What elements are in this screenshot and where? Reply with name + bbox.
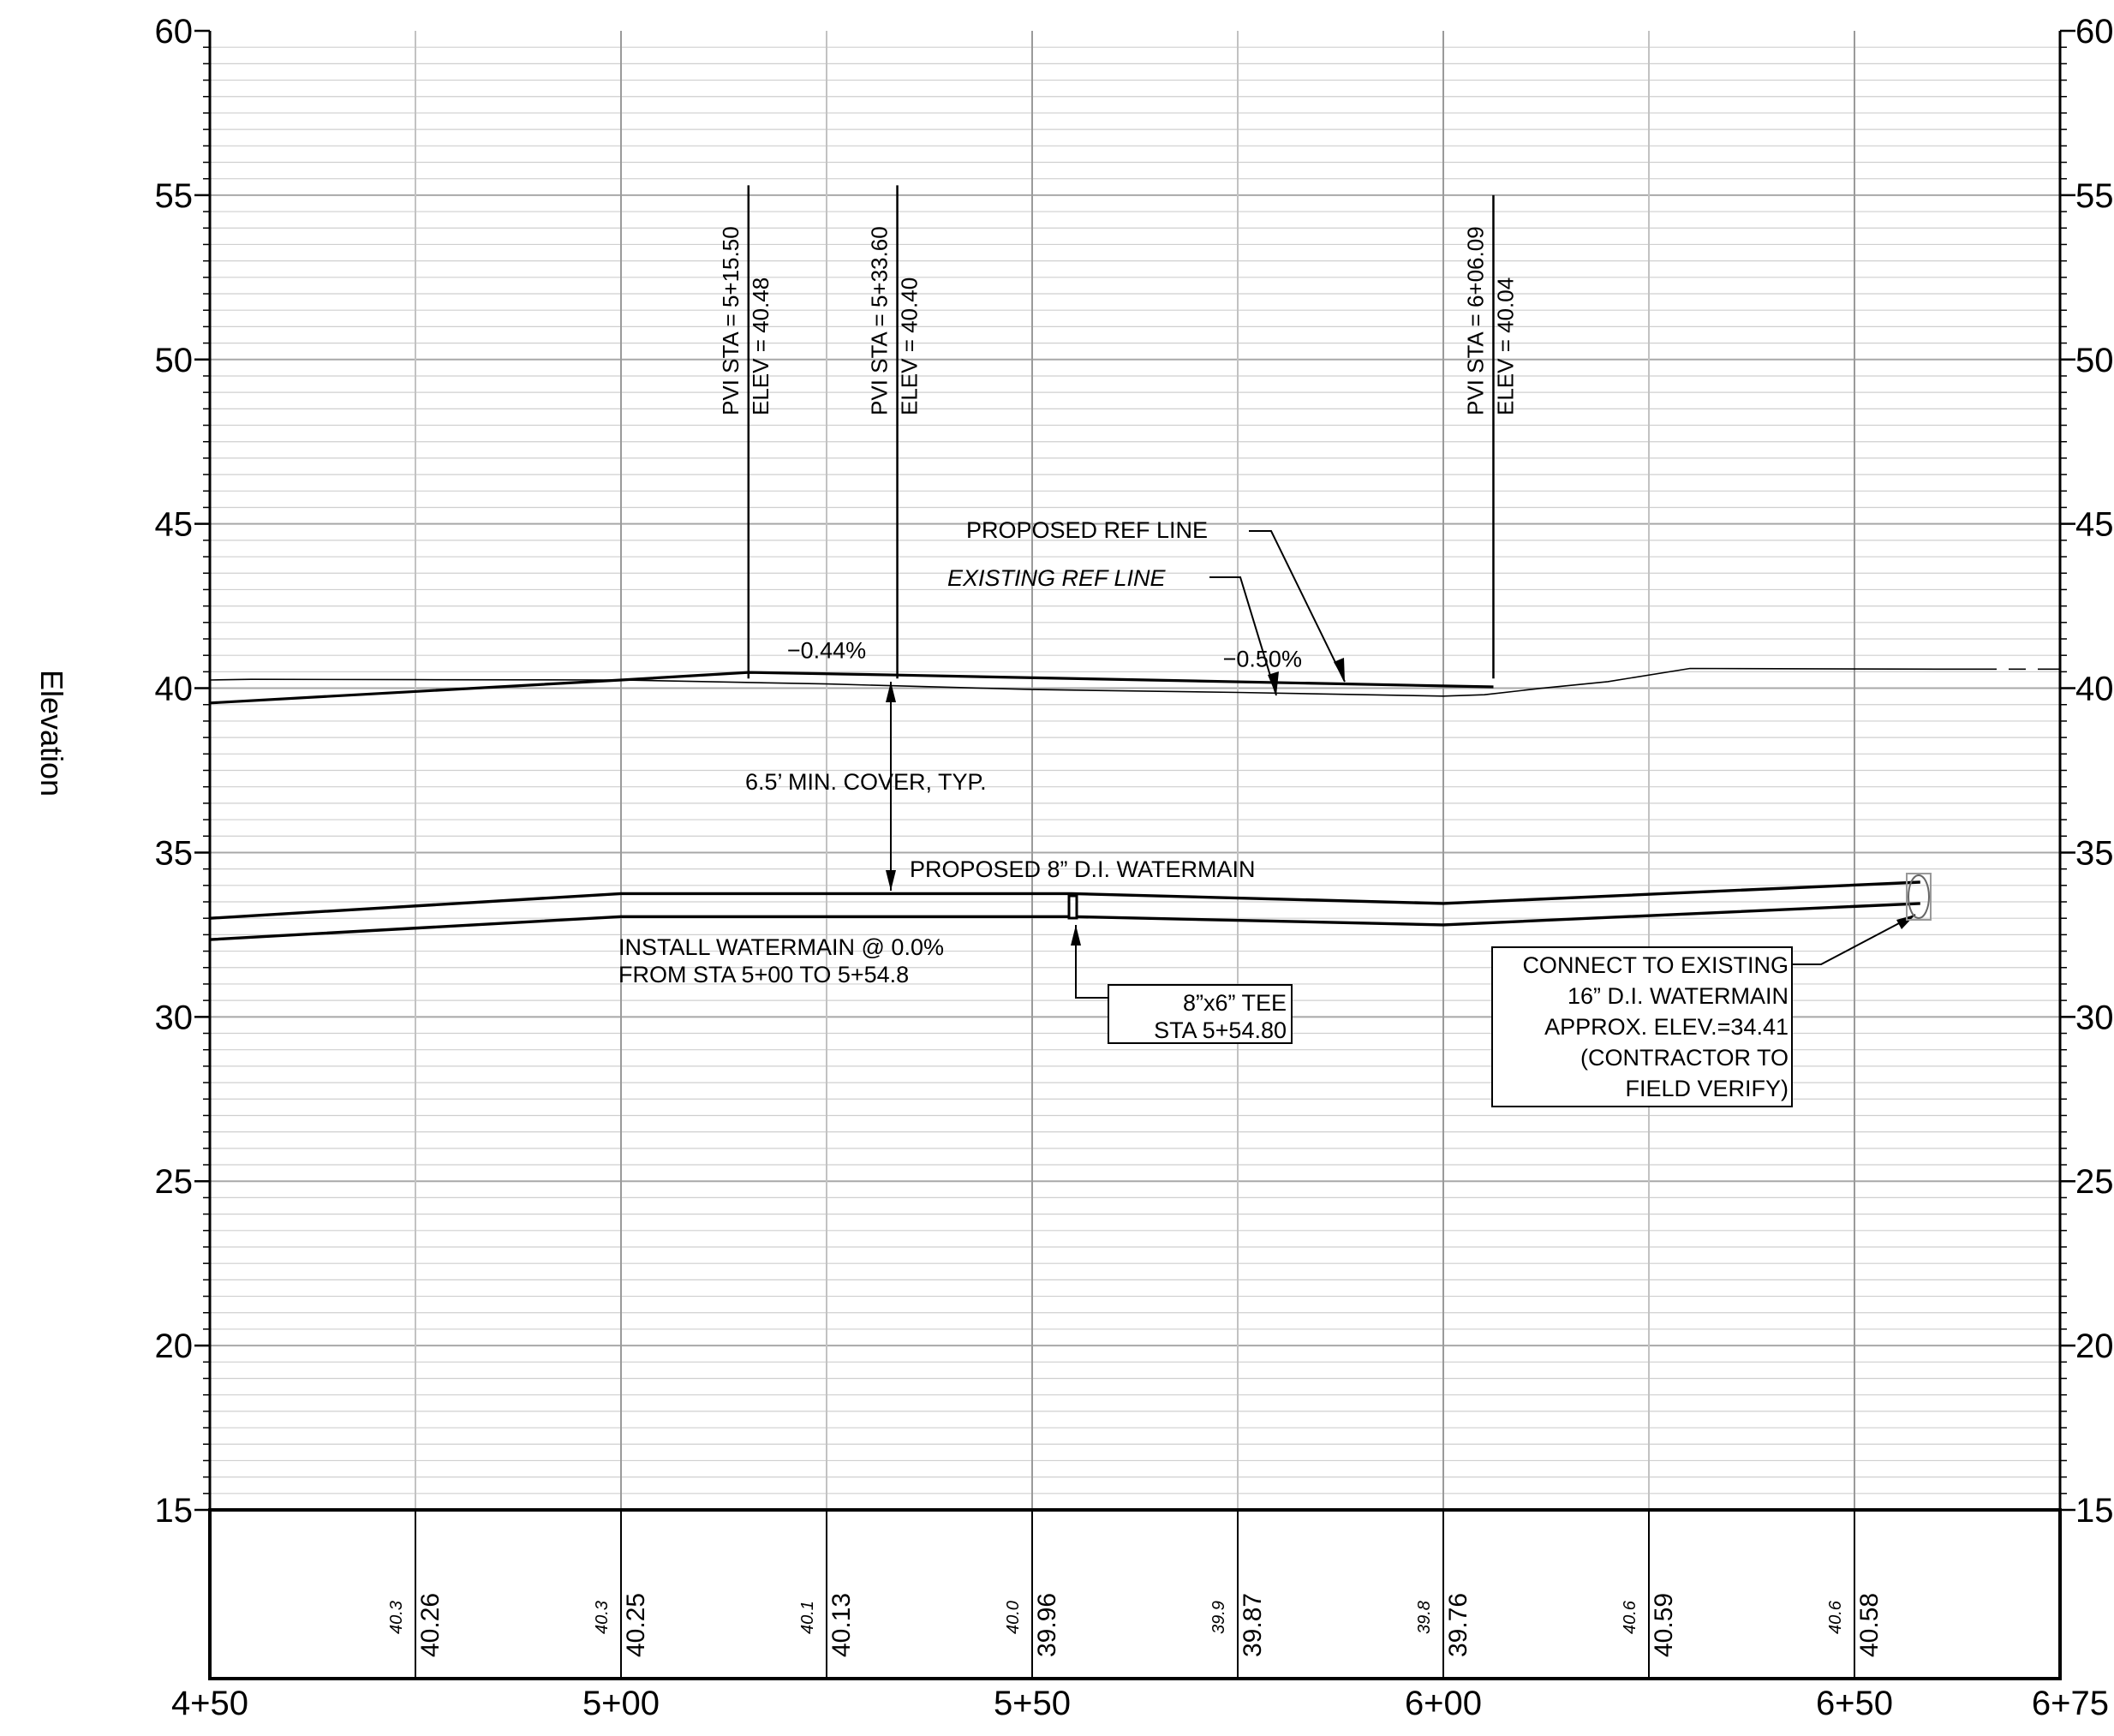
pvi-elevation-text: ELEV = 40.48	[748, 277, 773, 415]
watermain-top-line	[209, 880, 1920, 920]
pvi-station-text: PVI STA = 6+06.09	[1462, 226, 1488, 415]
existing-grade-line	[209, 667, 1938, 697]
connect-line1: CONNECT TO EXISTING	[1522, 952, 1789, 978]
tee-arrowhead	[1071, 925, 1081, 946]
connect-line5: FIELD VERIFY)	[1625, 1076, 1789, 1101]
leaders	[890, 530, 1916, 999]
y-tick-label-right: 45	[2075, 506, 2114, 544]
y-tick-label-left: 40	[155, 671, 194, 708]
x-tick-label: 6+50	[1816, 1685, 1893, 1722]
connect-line4: (CONTRACTOR TO	[1580, 1045, 1789, 1071]
watermain-bottom-line	[209, 902, 1920, 941]
connect-callout: CONNECT TO EXISTING 16” D.I. WATERMAIN A…	[1491, 946, 1793, 1107]
existing-ref-leader	[1209, 576, 1277, 696]
min-cover-label: 6.5’ MIN. COVER, TYP.	[745, 769, 987, 795]
connect-leader	[1792, 914, 1916, 965]
y-tick-label-left: 55	[155, 177, 194, 215]
tee-fitting	[1067, 894, 1078, 920]
elevation-table: 40.3 40.26 40.3 40.25 40.1 40.13 40.0 39.96 39.9…	[208, 1508, 2062, 1680]
x-tick-label: 4+50	[171, 1685, 248, 1722]
proposed-ref-leader	[1249, 530, 1346, 683]
proposed-elevation: 39.87	[1239, 1593, 1267, 1657]
existing-elevation: 40.6	[1621, 1600, 1639, 1634]
tee-box	[1108, 984, 1293, 1044]
y-tick-label-right: 25	[2075, 1163, 2114, 1201]
y-axis-label: Elevation	[34, 670, 69, 796]
proposed-elevation: 40.13	[827, 1593, 856, 1657]
profile-lines	[209, 667, 2060, 941]
y-tick-label-right: 20	[2075, 1327, 2114, 1365]
proposed-elevation: 40.58	[1855, 1593, 1884, 1657]
install-note-line2: FROM STA 5+00 TO 5+54.8	[618, 962, 909, 987]
pvi-station-text: PVI STA = 5+33.60	[867, 226, 893, 415]
y-tick-label-right: 60	[2075, 13, 2114, 51]
existing-elevation: 40.3	[387, 1601, 406, 1634]
tee-leader	[1075, 925, 1108, 999]
table-frame	[208, 1508, 2062, 1680]
pvi-elevation-text: ELEV = 40.04	[1492, 277, 1518, 415]
x-tick-label: 5+50	[994, 1685, 1071, 1722]
proposed-ref-line-label: PROPOSED REF LINE	[966, 517, 1208, 543]
proposed-elevation: 39.96	[1033, 1593, 1061, 1657]
grade-label: −0.44%	[787, 638, 866, 664]
existing-elevation: 40.3	[593, 1601, 612, 1634]
y-tick-label-left: 60	[155, 13, 194, 51]
x-tick-label: 5+00	[582, 1685, 660, 1722]
install-note-line1: INSTALL WATERMAIN @ 0.0%	[618, 934, 944, 960]
y-tick-label-right: 30	[2075, 999, 2114, 1036]
proposed-elevation: 40.26	[416, 1593, 445, 1657]
y-tick-label-left: 50	[155, 342, 194, 379]
y-tick-label-right: 40	[2075, 671, 2114, 708]
pvi-elevation-text: ELEV = 40.40	[897, 277, 923, 415]
existing-elevation: 39.9	[1209, 1601, 1228, 1634]
existing-elevation: 40.6	[1826, 1600, 1845, 1634]
proposed-elevation: 40.59	[1650, 1593, 1678, 1657]
y-tick-label-right: 55	[2075, 177, 2114, 215]
tee-callout: 8”x6” TEE STA 5+54.80	[1108, 984, 1293, 1044]
existing-watermain-connection	[1906, 873, 1932, 921]
proposed-elevation: 39.76	[1444, 1593, 1472, 1657]
annotations: PVI STA = 5+15.50 ELEV = 40.48 PVI STA = 5…	[718, 185, 1518, 679]
x-tick-label: 6+75	[2032, 1685, 2109, 1722]
pvi-station-text: PVI STA = 5+15.50	[718, 226, 743, 415]
y-tick-label-left: 15	[155, 1492, 194, 1530]
y-tick-label-left: 35	[155, 834, 194, 872]
existing-ref-arrowhead	[1268, 671, 1279, 695]
tee-line2: STA 5+54.80	[1154, 1017, 1287, 1043]
connect-line3: APPROX. ELEV.=34.41	[1544, 1014, 1789, 1040]
y-tick-label-left: 20	[155, 1327, 194, 1365]
connect-line2: 16” D.I. WATERMAIN	[1568, 983, 1789, 1009]
watermain-label: PROPOSED 8” D.I. WATERMAIN	[910, 856, 1256, 882]
connect-arrowhead	[1896, 915, 1915, 929]
connect-box	[1491, 946, 1793, 1107]
arrowheads	[886, 658, 1915, 946]
y-tick-label-left: 30	[155, 999, 194, 1036]
connection-pipe-end	[1908, 874, 1930, 919]
x-tick-label: 6+00	[1405, 1685, 1482, 1722]
y-tick-label-left: 45	[155, 506, 194, 544]
y-tick-label-left: 25	[155, 1163, 194, 1201]
existing-ref-line-label: EXISTING REF LINE	[947, 565, 1167, 591]
connection-box	[1906, 873, 1932, 921]
grid	[210, 31, 2060, 1510]
y-tick-label-right: 50	[2075, 342, 2114, 379]
existing-elevation: 39.8	[1415, 1601, 1434, 1634]
existing-elevation: 40.0	[1004, 1601, 1023, 1634]
min-cover-arrow-down	[886, 870, 896, 891]
y-tick-label-right: 35	[2075, 834, 2114, 872]
tee-line1: 8”x6” TEE	[1183, 990, 1287, 1016]
proposed-elevation: 40.25	[622, 1593, 650, 1657]
proposed-ref-arrowhead	[1334, 658, 1345, 682]
axes: 60 60 55 55 50 50 45 45 40 40 35 35 30 30 25 25 20 20 15 15…	[155, 13, 2114, 1722]
min-cover-arrow-up	[886, 682, 896, 702]
existing-elevation: 40.1	[798, 1601, 817, 1634]
y-tick-label-right: 15	[2075, 1492, 2114, 1530]
